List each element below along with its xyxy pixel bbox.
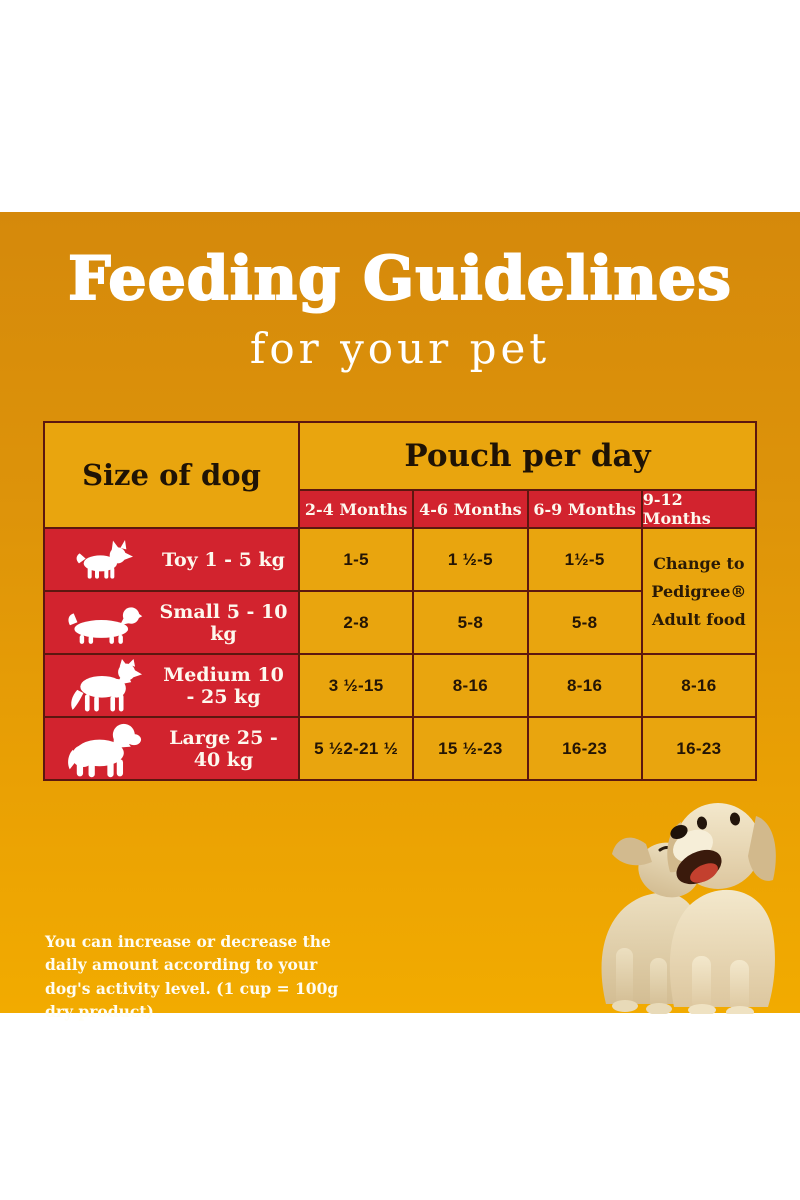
column-header-6-9-months: 6-9 Months — [528, 491, 641, 527]
cell-medium-4-6-months: 8-16 — [414, 655, 527, 716]
daily-amount-footnote: You can increase or decrease the daily a… — [45, 932, 339, 1021]
cell-small-6-9-months: 5-8 — [528, 592, 641, 653]
cell-change-to-adult-food: Change to Pedigree® Adult food — [642, 529, 755, 653]
row-label: Large 25 - 40 kg — [169, 726, 278, 771]
row-label: Medium 10 - 25 kg — [163, 663, 284, 708]
adult-note-line: Pedigree® — [651, 581, 747, 601]
cell-small-2-4-months: 2-8 — [300, 592, 413, 653]
cell-toy-6-9-months: 1½-5 — [528, 529, 641, 590]
page-subtitle: for your pet — [249, 324, 551, 373]
cell-large-4-6-months: 15 ½-23 — [414, 718, 527, 779]
row-label: Small 5 - 10 kg — [159, 600, 288, 645]
cell-large-2-4-months: 5 ½2-21 ½ — [300, 718, 413, 779]
cell-large-6-9-months: 16-23 — [528, 718, 641, 779]
large-dog-icon — [59, 720, 151, 778]
adult-note-line: Change to — [653, 553, 745, 573]
page-title: Feeding Guidelines — [67, 243, 732, 315]
small-dog-icon — [59, 601, 151, 645]
column-header-9-12-months: 9-12 Months — [642, 490, 755, 528]
puppies-photo — [601, 803, 776, 1014]
table-row-toy: Toy 1 - 5 kg — [45, 529, 298, 590]
column-header-size-of-dog: Size of dog — [45, 423, 298, 527]
cell-toy-4-6-months: 1 ½-5 — [414, 529, 527, 590]
row-label: Toy 1 - 5 kg — [162, 548, 285, 571]
table-row-large: Large 25 - 40 kg — [45, 718, 298, 779]
adult-note-line: Adult food — [652, 609, 746, 629]
table-row-medium: Medium 10 - 25 kg — [45, 655, 298, 716]
cell-toy-2-4-months: 1-5 — [300, 529, 413, 590]
feeding-guidelines-table: Size of dog Pouch per day 2-4 Months 4-6… — [43, 421, 757, 781]
cell-medium-9-12-months: 8-16 — [642, 655, 755, 716]
medium-dog-icon — [59, 658, 151, 713]
orange-background-band: Feeding Guidelines for your pet Size of … — [0, 212, 800, 1021]
right-puppy — [667, 803, 776, 1014]
column-header-4-6-months: 4-6 Months — [414, 491, 527, 527]
cell-large-9-12-months: 16-23 — [642, 718, 755, 779]
cell-medium-6-9-months: 8-16 — [528, 655, 641, 716]
toy-dog-icon — [59, 538, 151, 582]
table-row-small: Small 5 - 10 kg — [45, 592, 298, 653]
column-header-pouch-per-day: Pouch per day — [300, 423, 755, 489]
column-header-2-4-months: 2-4 Months — [300, 491, 413, 527]
cell-medium-2-4-months: 3 ½-15 — [300, 655, 413, 716]
cell-small-4-6-months: 5-8 — [414, 592, 527, 653]
